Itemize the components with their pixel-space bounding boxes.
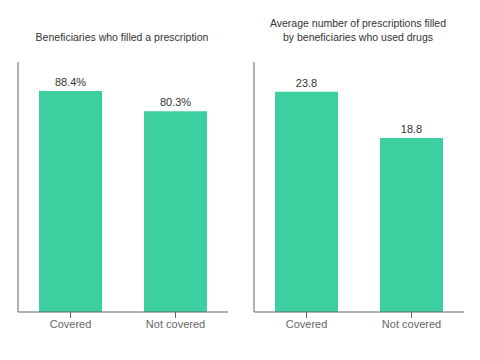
html-text:Average number of prescription: Average number of prescriptions filled bbox=[270, 17, 446, 29]
svg-text:Not covered: Not covered bbox=[382, 318, 441, 330]
svg-text:88.4%: 88.4% bbox=[55, 76, 86, 88]
svg-text:Covered: Covered bbox=[286, 318, 328, 330]
svg-text:Not covered: Not covered bbox=[146, 318, 205, 330]
svg-text:23.8: 23.8 bbox=[296, 77, 317, 89]
svg-text:80.3%: 80.3% bbox=[160, 96, 191, 108]
html-text:Beneficiaries who filled a pre: Beneficiaries who filled a prescription bbox=[35, 31, 209, 43]
html-text:by beneficiaries who used drug: by beneficiaries who used drugs bbox=[283, 31, 433, 43]
svg-text:18.8: 18.8 bbox=[401, 123, 422, 135]
svg-text:Covered: Covered bbox=[50, 318, 92, 330]
